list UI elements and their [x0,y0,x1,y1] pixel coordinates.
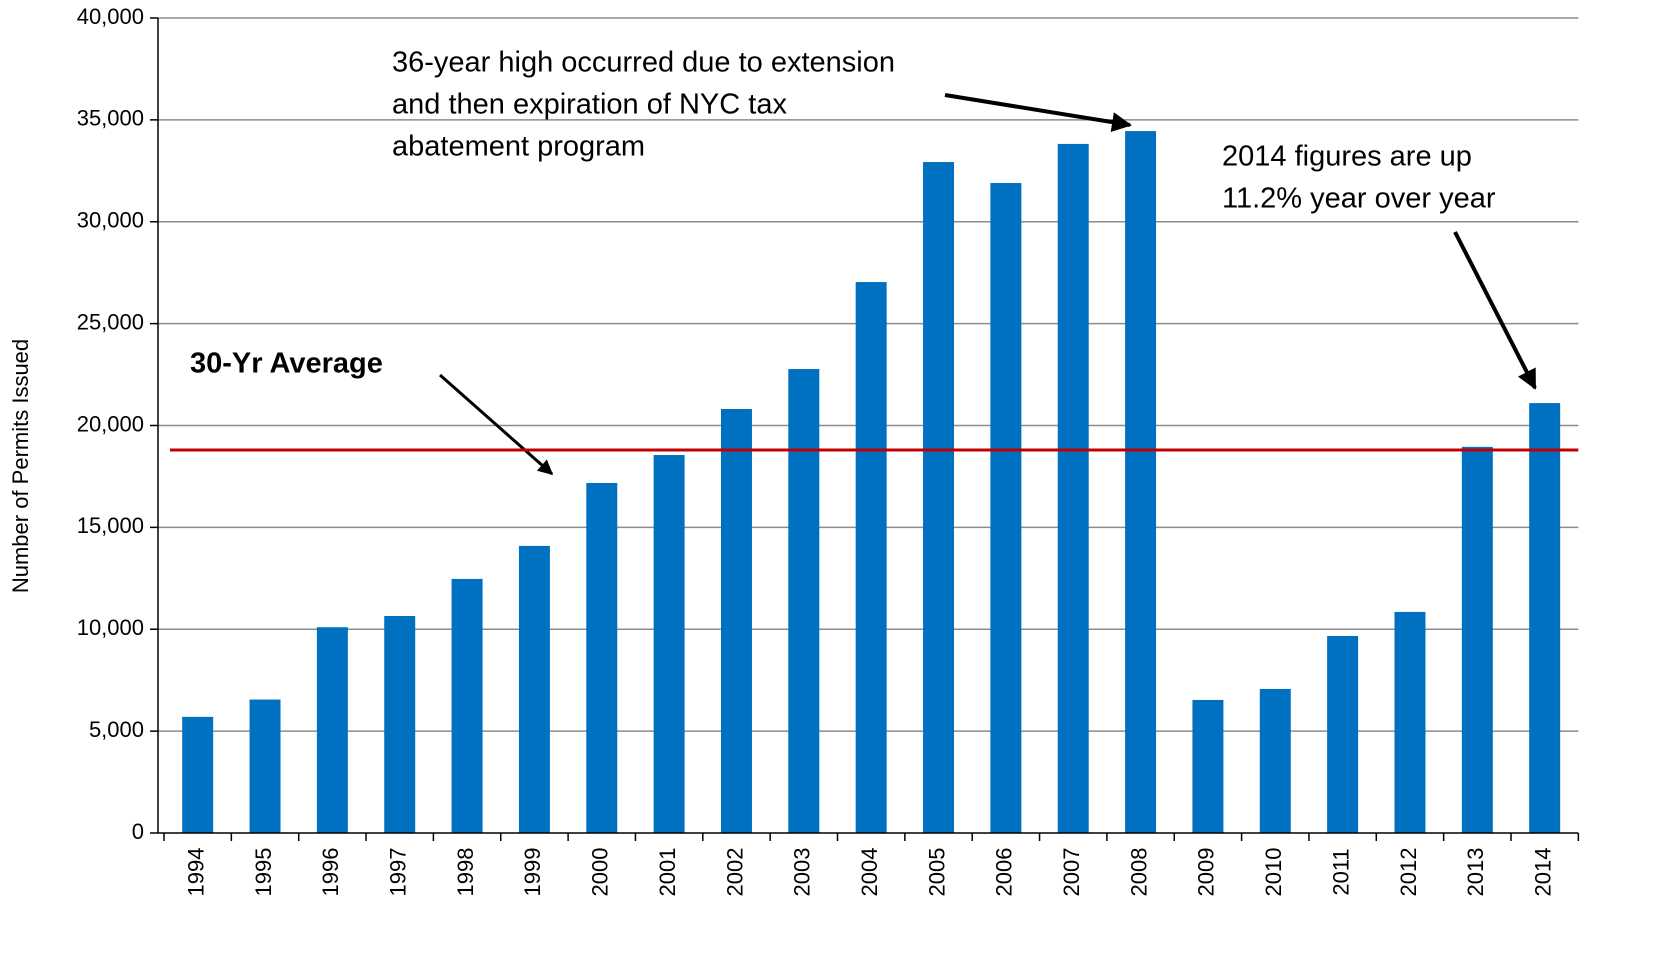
bar [451,578,483,833]
x-tick-label: 2006 [992,848,1017,897]
bar [1461,446,1493,833]
bar [653,455,685,833]
annotation: and then expiration of NYC tax [392,89,787,121]
x-tick-label: 2008 [1126,848,1151,897]
x-tick-label: 2012 [1396,848,1421,897]
bar [855,282,887,833]
annotation: 2014 figures are up [1222,141,1472,173]
arrow [439,373,554,476]
y-tick-label: 10,000 [77,615,144,640]
x-tick-label: 2010 [1261,848,1286,897]
bars [182,131,1561,834]
bar [384,616,416,833]
bar [923,162,955,833]
bar [1529,403,1561,833]
x-tick-label: 1997 [386,848,411,897]
bar [990,183,1022,834]
x-tick-label: 1994 [183,848,208,897]
bar [518,545,550,833]
x-tick-label: 1999 [520,848,545,897]
y-tick-label: 0 [132,819,144,844]
x-tick-label: 2005 [924,848,949,897]
x-tick-label: 1998 [453,848,478,897]
bar [1394,611,1426,833]
x-tick-label: 2004 [857,848,882,897]
x-tick-label: 2007 [1059,848,1084,897]
y-tick-label: 25,000 [77,309,144,334]
axes: 0 5,000 10,000 15,000 20,000 25,000 30,000 35,0… [77,4,1580,897]
y-axis-label: Number of Permits Issued [8,339,33,593]
annotation: 30-Yr Average [190,348,383,380]
x-tick-label: 2002 [722,848,747,897]
x-tick-label: 2000 [588,848,613,897]
bar [1125,131,1157,834]
x-tick-label: 2001 [655,848,680,897]
bar [1259,688,1291,833]
y-tick-label: 20,000 [77,411,144,436]
bar [1057,143,1089,834]
y-tick-label: 5,000 [89,717,144,742]
y-tick-label: 15,000 [77,513,144,538]
x-tick-label: 2003 [790,848,815,897]
x-tick-label: 2013 [1463,848,1488,897]
bar [720,408,752,833]
arrow [944,93,1132,132]
annotation: 11.2% year over year [1222,183,1496,215]
x-tick-label: 1995 [251,848,276,897]
arrow [1453,231,1537,390]
x-tick-label: 1996 [318,848,343,897]
y-tick-label: 40,000 [77,4,144,29]
annotation: abatement program [392,131,645,163]
x-tick-label: 2011 [1328,848,1353,895]
x-tick-label: 2014 [1530,848,1555,897]
annotation: 36-year high occurred due to extension [392,47,895,79]
bar [1327,635,1359,833]
bar [316,627,348,833]
bar [182,716,214,833]
x-tick-label: 2009 [1194,848,1219,897]
y-tick-label: 35,000 [77,106,144,131]
y-tick-label: 30,000 [77,208,144,233]
bar [586,482,618,833]
bar [1192,699,1224,833]
bar [788,369,820,833]
bar [249,699,281,833]
